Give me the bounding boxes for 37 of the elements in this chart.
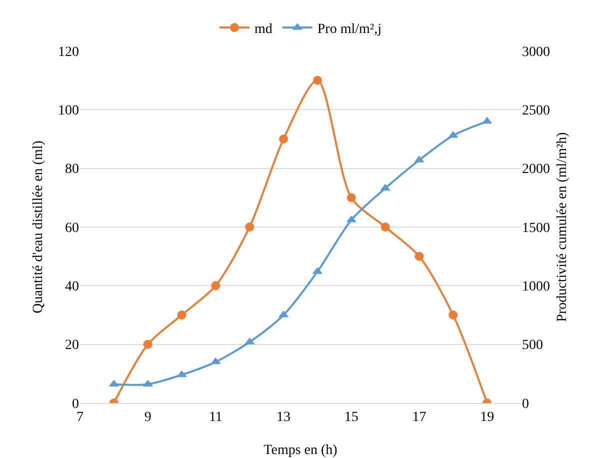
point — [279, 134, 288, 144]
x-axis-title: Temps en (h) — [264, 443, 338, 458]
y2-tick-label: 1500 — [522, 220, 550, 236]
y-tick-label: 120 — [58, 44, 79, 60]
legend-label: md — [254, 22, 272, 38]
point — [211, 281, 220, 290]
point — [414, 252, 424, 261]
point — [177, 310, 186, 320]
x-tick-label: 15 — [344, 410, 358, 425]
y-tick-label: 100 — [58, 104, 79, 119]
x-tick-label: 11 — [208, 410, 222, 425]
y2-tick-label: 2500 — [522, 104, 550, 119]
legend-label: Pro ml/m²,j — [317, 22, 382, 38]
y2-axis-title: Productivité cumulée en (ml/m²h) — [555, 132, 570, 322]
x-tick-label: 17 — [412, 410, 426, 425]
y2-tick-label: 500 — [522, 338, 543, 354]
point — [380, 222, 390, 232]
y-tick-label: 20 — [65, 338, 79, 354]
y-tick-label: 0 — [72, 396, 79, 412]
point — [143, 340, 152, 349]
y2-tick-label: 2000 — [522, 162, 550, 178]
point — [346, 193, 356, 202]
x-tick-label: 7 — [76, 410, 84, 425]
point — [312, 76, 322, 85]
point — [448, 310, 458, 320]
point — [245, 222, 254, 232]
y2-tick-label: 3000 — [522, 44, 550, 60]
x-tick-label: 9 — [144, 410, 152, 425]
y-tick-label: 40 — [65, 280, 79, 295]
x-tick-label: 19 — [480, 410, 494, 425]
y-axis-title: Quantité d'eau distillée en (ml) — [31, 140, 46, 314]
x-tick-label: 13 — [276, 410, 291, 425]
point — [176, 370, 187, 378]
y2-tick-label: 0 — [522, 396, 529, 412]
y-tick-label: 80 — [65, 162, 79, 178]
y-tick-label: 60 — [65, 220, 79, 236]
y2-tick-label: 1000 — [522, 280, 550, 295]
